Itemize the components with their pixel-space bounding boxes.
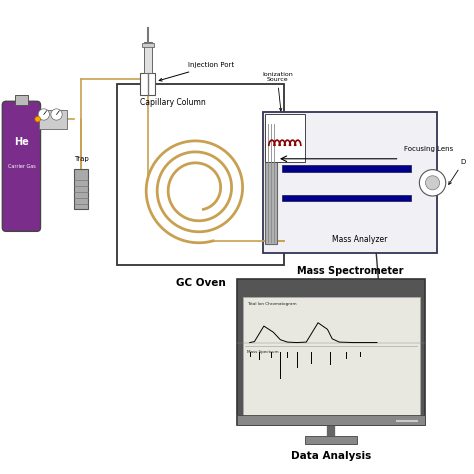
Text: Mass Analyzer: Mass Analyzer <box>332 235 387 244</box>
Bar <box>142 43 154 46</box>
Bar <box>74 169 88 209</box>
Circle shape <box>419 170 446 196</box>
Text: Ionization
Source: Ionization Source <box>262 72 292 111</box>
Bar <box>243 297 420 420</box>
Bar <box>265 115 305 162</box>
Circle shape <box>51 109 62 120</box>
FancyBboxPatch shape <box>2 101 40 231</box>
Bar <box>144 42 152 73</box>
Text: Mass Spectrometer: Mass Spectrometer <box>297 266 403 276</box>
Text: Injection Port: Injection Port <box>159 63 235 81</box>
Bar <box>282 165 411 172</box>
Bar <box>305 436 357 444</box>
Text: Total Ion Chromatogram: Total Ion Chromatogram <box>247 302 297 307</box>
Text: Data Analysis: Data Analysis <box>291 451 371 461</box>
Text: Focusing Lens: Focusing Lens <box>404 146 454 152</box>
Bar <box>282 195 411 201</box>
Bar <box>265 121 277 244</box>
Bar <box>15 95 28 105</box>
Text: GC Oven: GC Oven <box>175 278 225 288</box>
Text: D: D <box>449 159 466 184</box>
Bar <box>263 112 438 254</box>
Bar <box>117 84 284 265</box>
Bar <box>39 110 67 128</box>
Circle shape <box>38 109 49 120</box>
Text: Mass Spectrum: Mass Spectrum <box>247 350 279 354</box>
Bar <box>237 415 426 426</box>
Text: Capillary Column: Capillary Column <box>140 98 206 107</box>
Circle shape <box>426 176 439 190</box>
Bar <box>140 73 155 95</box>
Circle shape <box>35 117 40 122</box>
Text: He: He <box>14 137 29 147</box>
Text: Carrier Gas: Carrier Gas <box>8 164 35 169</box>
Text: Trap: Trap <box>73 155 88 162</box>
Bar <box>237 279 426 426</box>
